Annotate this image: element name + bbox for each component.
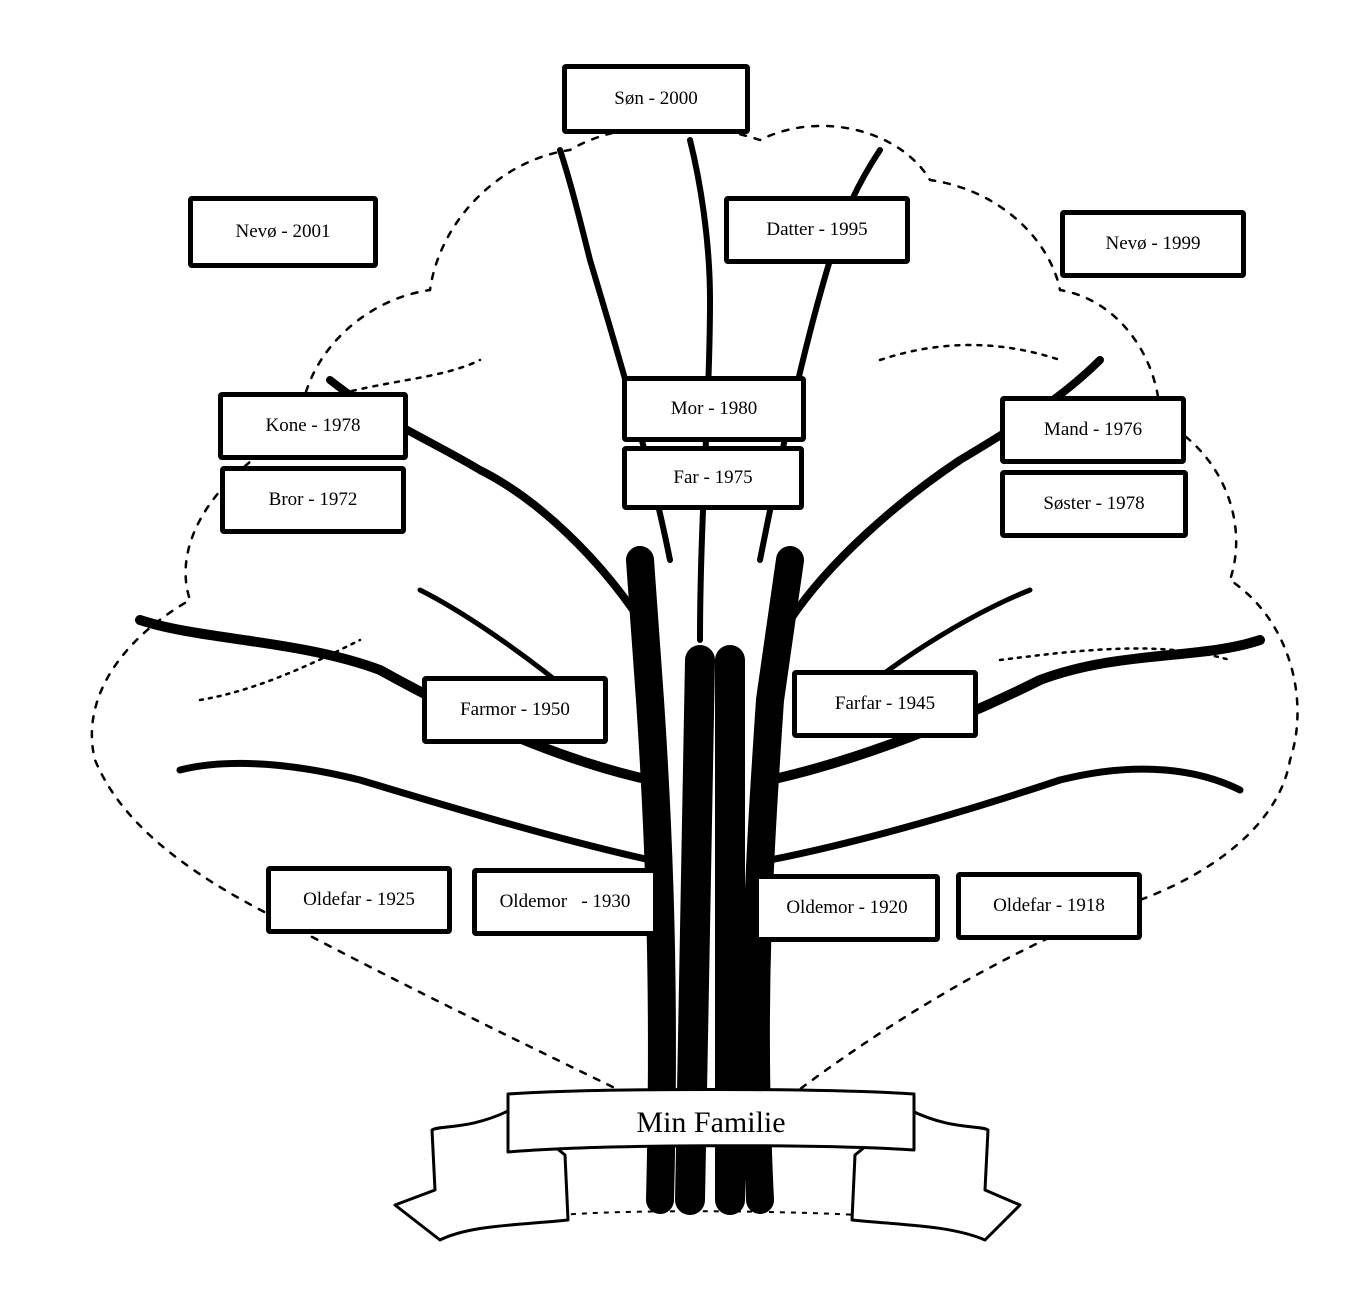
member-wife: Kone - 1978: [218, 392, 408, 460]
banner-title: Min Familie: [636, 1106, 786, 1139]
ribbon-banner: [393, 1088, 1022, 1242]
member-paternal-grandfather: Farfar - 1945: [792, 670, 978, 738]
member-great-grandmother-2: Oldemor - 1920: [754, 874, 940, 942]
ground-scribbles: [559, 1210, 861, 1216]
member-great-grandfather-1: Oldefar - 1925: [266, 866, 452, 934]
member-nephew-left: Nevø - 2001: [188, 196, 378, 268]
member-son: Søn - 2000: [562, 64, 750, 134]
member-mother: Mor - 1980: [622, 376, 806, 442]
member-daughter: Datter - 1995: [724, 196, 910, 264]
member-paternal-grandmother: Farmor - 1950: [422, 676, 608, 744]
tree-trunk-and-branches: [135, 137, 1265, 1215]
member-great-grandfather-2: Oldefar - 1918: [956, 872, 1142, 940]
member-sister: Søster - 1978: [1000, 470, 1188, 538]
member-brother: Bror - 1972: [220, 466, 406, 534]
member-great-grandmother-1: Oldemor - 1930: [472, 868, 658, 936]
member-husband: Mand - 1976: [1000, 396, 1186, 464]
member-nephew-right: Nevø - 1999: [1060, 210, 1246, 278]
member-father: Far - 1975: [622, 446, 804, 510]
